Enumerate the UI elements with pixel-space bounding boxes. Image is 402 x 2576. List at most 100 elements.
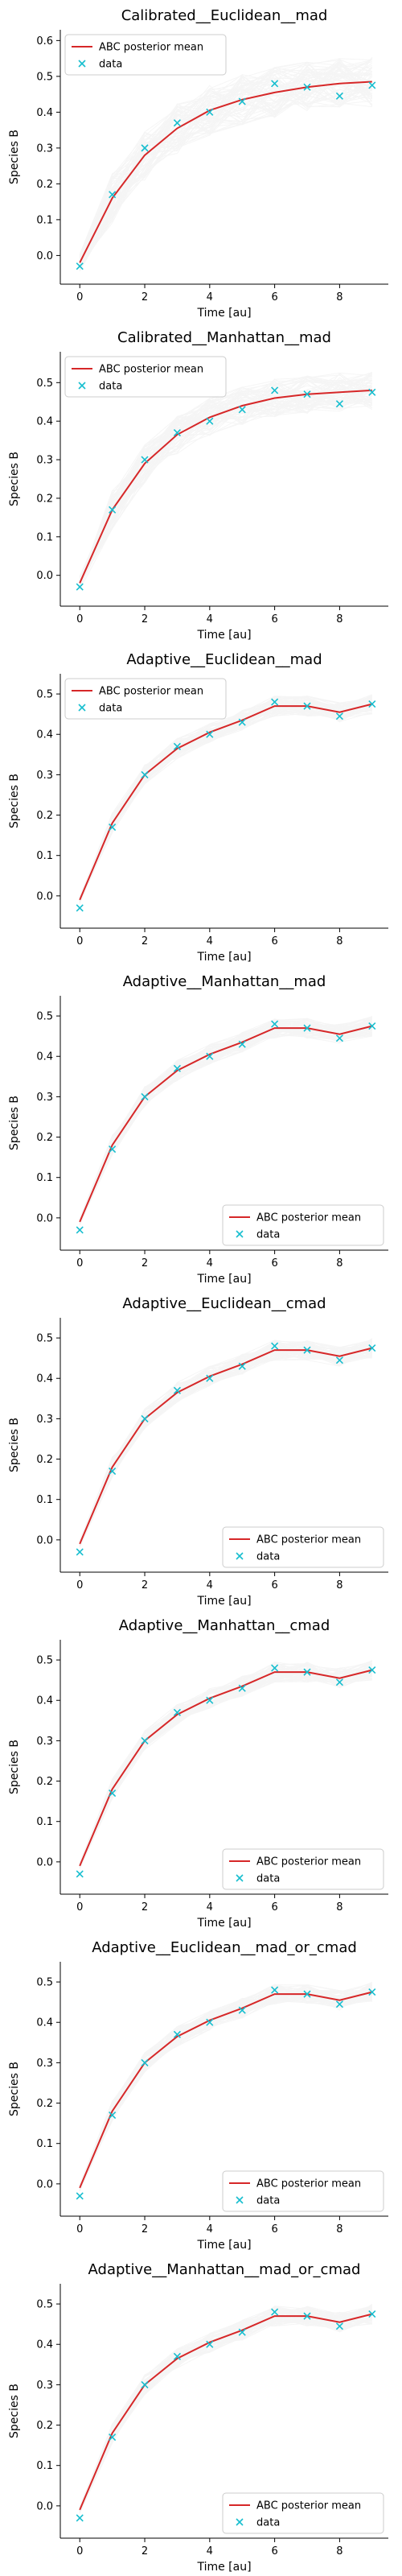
x-tick-label: 0 — [76, 935, 83, 947]
posterior-sample-line — [79, 61, 373, 268]
posterior-sample-line — [79, 74, 373, 259]
chart-title: Adaptive__Euclidean__mad — [126, 651, 322, 668]
data-point — [109, 506, 117, 514]
posterior-sample-line — [79, 63, 373, 263]
x-tick-label: 6 — [271, 291, 277, 303]
x-tick-label: 2 — [142, 1257, 148, 1269]
legend-label-data: data — [256, 1873, 280, 1885]
posterior-sample-line — [79, 1990, 372, 2191]
posterior-sample-line — [79, 2311, 372, 2511]
posterior-sample-line — [79, 70, 372, 258]
posterior-sample-line — [79, 699, 372, 903]
posterior-sample-line — [79, 1024, 372, 1224]
posterior-sample-line — [79, 1985, 372, 2189]
posterior-sample-line — [79, 1348, 372, 1545]
data-point — [109, 2112, 117, 2120]
posterior-sample-line — [79, 696, 372, 902]
posterior-sample-line — [79, 382, 372, 580]
data-point — [173, 2030, 181, 2038]
posterior-sample-line — [79, 1352, 372, 1545]
posterior-sample-line — [79, 381, 372, 580]
data-point — [109, 2434, 117, 2442]
posterior-sample-line — [79, 696, 372, 901]
data-point — [173, 2352, 181, 2360]
series-line-abc-posterior-mean — [79, 1347, 373, 1545]
posterior-sample-line — [79, 2310, 373, 2510]
data-point — [303, 1668, 311, 1676]
posterior-sample-line — [79, 1984, 372, 2189]
data-point — [238, 1684, 246, 1692]
posterior-sample-line — [79, 1997, 372, 2186]
posterior-sample-line — [79, 1022, 372, 1220]
posterior-sample-line — [79, 1988, 372, 2191]
posterior-sample-line — [79, 2310, 373, 2510]
y-tick-label: 0.0 — [36, 1856, 53, 1868]
y-tick-label: 0.3 — [36, 1414, 53, 1426]
data-point — [173, 1064, 181, 1072]
posterior-sample-line — [79, 385, 372, 588]
y-tick-label: 0.1 — [36, 1494, 53, 1506]
y-tick-label: 0.5 — [36, 2299, 53, 2311]
posterior-sample-line — [79, 377, 373, 584]
posterior-sample-line — [79, 372, 372, 580]
posterior-sample-line — [79, 378, 373, 584]
data-point — [109, 824, 117, 832]
posterior-sample-line — [79, 389, 372, 580]
posterior-sample-line — [79, 703, 372, 902]
posterior-sample-line — [79, 61, 372, 262]
posterior-sample-line — [79, 1344, 373, 1544]
data-point — [238, 2328, 246, 2336]
posterior-sample-line — [79, 392, 372, 580]
posterior-sample-line — [79, 1349, 372, 1545]
posterior-sample-line — [79, 2306, 372, 2508]
posterior-sample-line — [79, 710, 372, 902]
chart-panel-5: Adaptive__Euclidean__cmad 0 2 4 6 8 0.0 0.1 0.2 0… — [8, 1295, 388, 1608]
posterior-sample-line — [79, 68, 373, 256]
y-tick-label: 0.5 — [36, 1977, 53, 1989]
posterior-sample-line — [79, 379, 373, 583]
legend-marker-swatch — [78, 704, 86, 712]
posterior-sample-line — [79, 1986, 372, 2190]
posterior-sample-line — [79, 1025, 372, 1221]
posterior-sample-line — [79, 1670, 372, 1865]
y-tick-label: 0.0 — [36, 890, 53, 902]
posterior-sample-line — [79, 2318, 372, 2508]
posterior-sample-line — [79, 392, 372, 590]
posterior-sample-line — [79, 1343, 373, 1544]
x-axis-label: Time [au] — [196, 307, 251, 320]
posterior-sample-line — [79, 1987, 373, 2190]
posterior-sample-line — [79, 1343, 372, 1547]
data-point — [109, 1146, 117, 1154]
legend-marker-swatch — [78, 60, 86, 68]
posterior-sample-line — [79, 1992, 372, 2189]
posterior-sample-line — [79, 704, 372, 902]
posterior-sample-line — [79, 386, 373, 581]
posterior-sample-line — [79, 1028, 372, 1223]
posterior-sample-line — [79, 1348, 372, 1543]
posterior-sample-line — [79, 72, 372, 263]
posterior-sample-line — [79, 1673, 372, 1867]
posterior-sample-line — [79, 1026, 372, 1222]
posterior-sample-line — [79, 1989, 372, 2185]
posterior-sample-line — [79, 64, 373, 255]
legend: ABC posterior mean data — [222, 1526, 384, 1568]
posterior-sample-line — [79, 2310, 372, 2508]
posterior-sample-line — [79, 393, 372, 588]
posterior-sample-line — [79, 2318, 372, 2511]
posterior-sample-line — [79, 1017, 372, 1220]
data-point — [109, 1790, 117, 1798]
y-tick-label: 0.3 — [36, 2380, 53, 2392]
posterior-sample-line — [79, 1346, 373, 1543]
posterior-sample-line — [79, 2310, 372, 2514]
y-tick-label: 0.1 — [36, 850, 53, 862]
data-point — [271, 1986, 279, 1994]
data-point — [76, 2192, 84, 2200]
posterior-sample-line — [79, 702, 372, 902]
series-line-abc-posterior-mean — [79, 2313, 373, 2511]
posterior-sample-line — [79, 387, 372, 584]
posterior-sample-line — [79, 2314, 372, 2511]
x-tick-label: 2 — [142, 2545, 148, 2557]
posterior-sample-line — [79, 1018, 372, 1220]
posterior-sample-line — [79, 58, 373, 268]
data-point — [206, 730, 214, 738]
